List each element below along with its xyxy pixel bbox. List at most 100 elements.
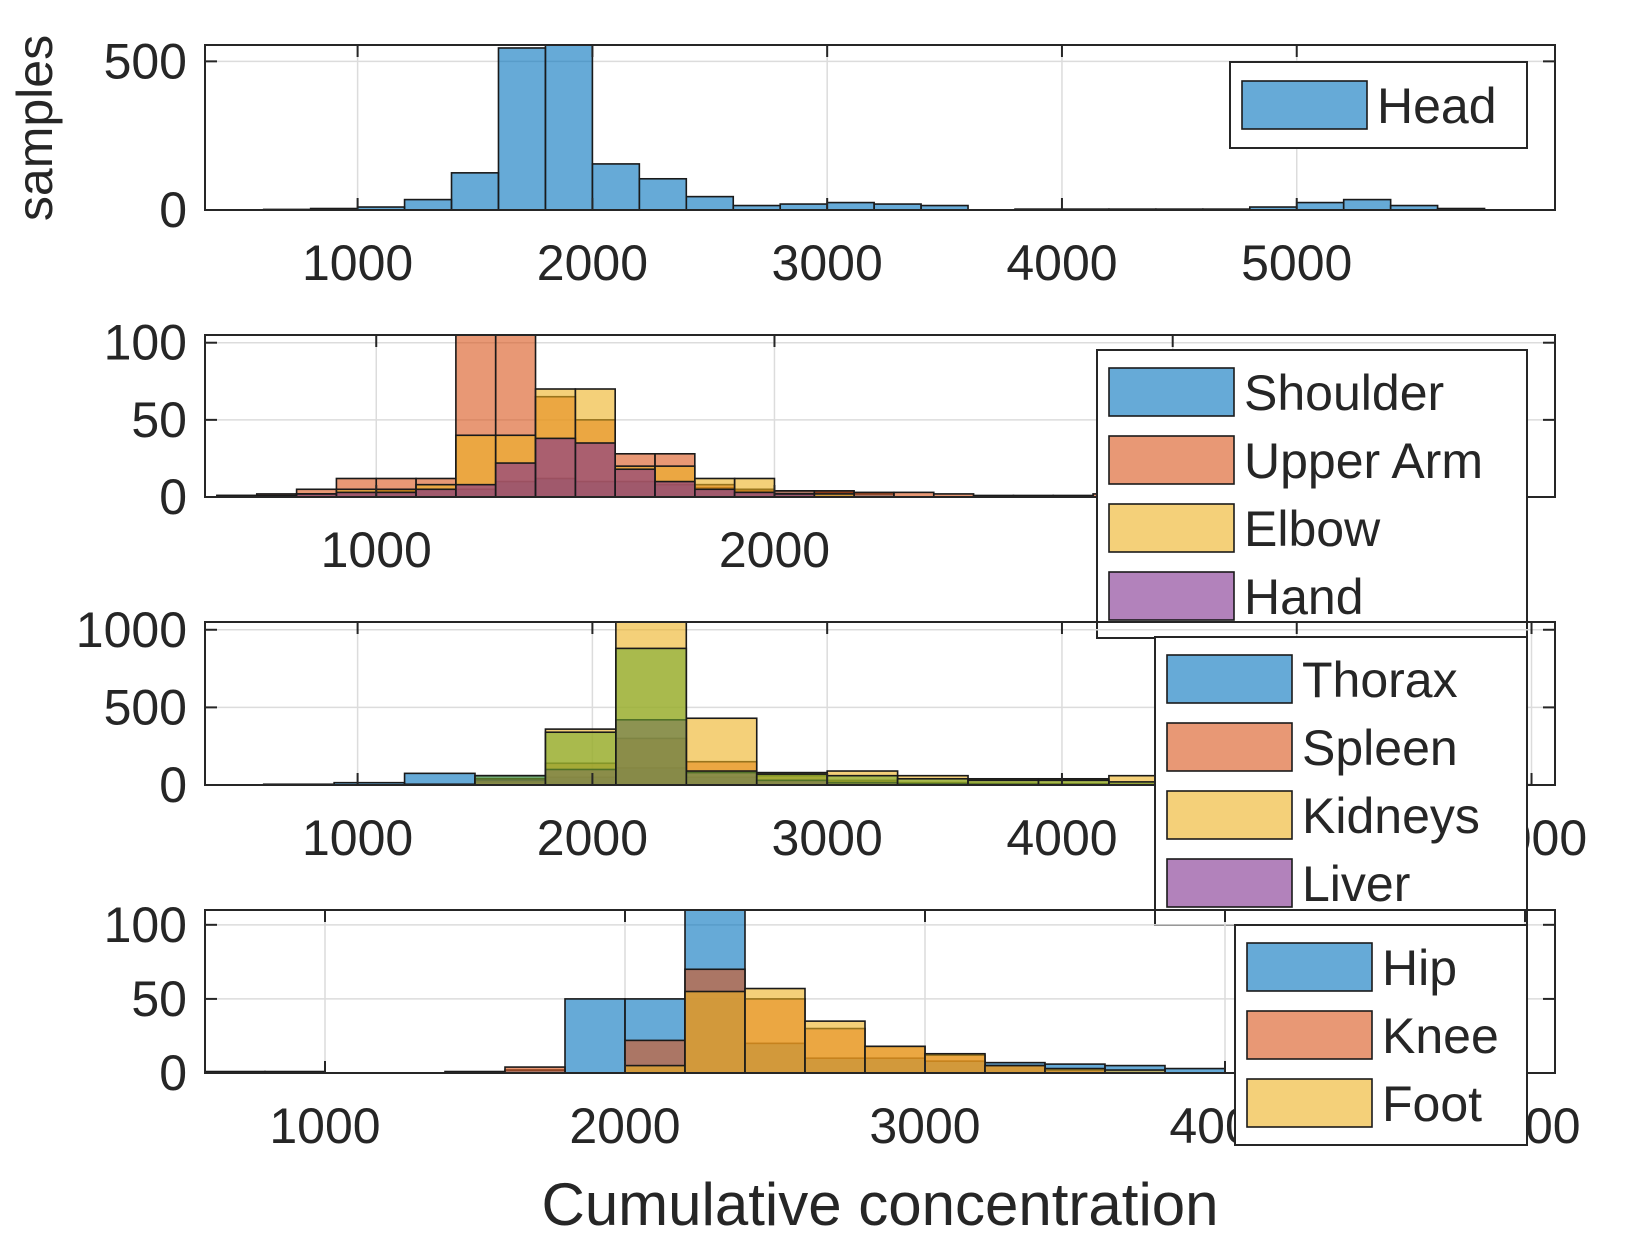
- bar-leg-series-2: [984, 1064, 1046, 1074]
- y-tick-label: 1000: [76, 602, 187, 658]
- panel-arm-axes-box: [204, 334, 1556, 498]
- bar-head-series-0: [638, 177, 688, 211]
- bar-arm-series-3: [534, 437, 577, 498]
- y-tick-label: 0: [159, 182, 187, 238]
- bar-torso-series-4: [474, 774, 547, 786]
- y-tick-label: 50: [131, 392, 187, 448]
- panel-head-y-axis-label: samples: [7, 35, 63, 221]
- legend-swatch: [1246, 1010, 1373, 1060]
- legend-swatch: [1166, 654, 1293, 704]
- legend-label: Liver: [1302, 856, 1410, 912]
- x-tick-label: 4000: [1006, 235, 1117, 291]
- legend-swatch: [1108, 367, 1235, 417]
- panel-head-axes-box: [204, 44, 1556, 211]
- legend-swatch: [1166, 790, 1293, 840]
- legend-swatch: [1108, 571, 1235, 621]
- bar-head-series-0: [826, 201, 875, 211]
- bar-torso-series-4: [826, 774, 899, 786]
- legend-label: Elbow: [1244, 501, 1381, 557]
- x-tick-label: 1000: [269, 1098, 380, 1154]
- bar-leg-series-2: [624, 1064, 686, 1074]
- panel-leg-axes-box: [204, 909, 1556, 1074]
- x-tick-label: 4000: [1006, 810, 1117, 866]
- legend-label: Foot: [1382, 1076, 1482, 1132]
- panel-leg-legend: Hip Knee Foot: [1234, 924, 1528, 1146]
- bar-arm-series-3: [614, 468, 656, 498]
- legend-swatch: [1166, 722, 1293, 772]
- legend-label: Upper Arm: [1244, 433, 1483, 489]
- legend-swatch: [1108, 503, 1235, 553]
- bar-leg-series-0: [564, 998, 626, 1074]
- x-tick-label: 2000: [719, 522, 830, 578]
- bar-head-series-0: [497, 47, 547, 211]
- x-tick-label: 3000: [772, 235, 883, 291]
- legend-label: Knee: [1382, 1008, 1499, 1064]
- bar-arm-series-3: [415, 488, 457, 498]
- bar-torso-series-0: [403, 772, 476, 786]
- panel-torso-axes-box: [204, 621, 1556, 786]
- legend-swatch: [1166, 858, 1293, 908]
- bar-torso-series-4: [544, 731, 617, 786]
- y-tick-label: 100: [104, 315, 187, 371]
- bar-leg-series-2: [684, 990, 746, 1074]
- bar-head-series-0: [1342, 198, 1392, 211]
- panel-arm-bars: [216, 334, 1134, 498]
- bar-head-series-0: [685, 195, 735, 211]
- bar-leg-series-2: [804, 1020, 866, 1074]
- y-tick-label: 0: [159, 1045, 187, 1101]
- y-tick-label: 0: [159, 757, 187, 813]
- bar-head-series-0: [1295, 201, 1345, 211]
- x-tick-label: 2000: [537, 810, 648, 866]
- legend-swatch: [1241, 80, 1368, 130]
- panel-arm-legend: Shoulder Upper Arm Elbow Hand: [1096, 349, 1528, 639]
- bar-head-series-0: [591, 163, 641, 211]
- bar-arm-series-3: [455, 483, 497, 498]
- bar-leg-series-2: [924, 1052, 986, 1074]
- panel-head-bars: [262, 44, 1486, 211]
- x-tick-label: 2000: [569, 1098, 680, 1154]
- panel-leg-bars: [204, 909, 1226, 1074]
- bar-arm-series-3: [694, 488, 736, 498]
- x-tick-label: 3000: [772, 810, 883, 866]
- legend-label: Spleen: [1302, 720, 1458, 776]
- legend-swatch: [1108, 435, 1235, 485]
- bar-arm-series-3: [494, 462, 537, 498]
- panel-head-legend: Head: [1229, 61, 1528, 149]
- panel-leg-x-axis-label: Cumulative concentration: [541, 1171, 1218, 1238]
- bar-leg-series-2: [864, 1045, 926, 1074]
- panel-torso: 10002000300040005000600005001000 ThoraxS…: [76, 602, 1587, 926]
- y-tick-label: 50: [131, 971, 187, 1027]
- y-tick-label: 500: [104, 679, 187, 735]
- legend-label: Kidneys: [1302, 788, 1480, 844]
- bar-torso-series-4: [615, 647, 688, 786]
- x-tick-label: 3000: [869, 1098, 980, 1154]
- y-tick-label: 100: [104, 897, 187, 953]
- y-tick-label: 500: [104, 33, 187, 89]
- bar-torso-series-4: [755, 773, 828, 786]
- panel-head: 1000 2000 3000 4000 5000 0 500 samples Head: [7, 33, 1556, 291]
- legend-label: Thorax: [1302, 652, 1458, 708]
- x-tick-label: 1000: [321, 522, 432, 578]
- x-tick-label: 5000: [1241, 235, 1352, 291]
- bar-arm-series-3: [574, 442, 616, 498]
- panel-torso-legend: Thorax Spleen Kidneys Liver: [1154, 636, 1528, 926]
- y-tick-label: 0: [159, 469, 187, 525]
- x-tick-label: 1000: [302, 235, 413, 291]
- bar-head-series-0: [450, 172, 500, 211]
- bar-torso-series-4: [685, 770, 758, 786]
- bar-arm-series-3: [654, 480, 696, 498]
- legend-label: Head: [1377, 78, 1497, 134]
- legend-label: Hand: [1244, 569, 1364, 625]
- panel-head-ticks: 1000 2000 3000 4000 5000 0 500: [104, 33, 1555, 291]
- x-tick-label: 1000: [302, 810, 413, 866]
- legend-label: Shoulder: [1244, 365, 1444, 421]
- bar-head-series-0: [544, 44, 594, 211]
- legend-swatch: [1246, 1078, 1373, 1128]
- bar-leg-series-2: [744, 987, 806, 1074]
- legend-label: Hip: [1382, 940, 1457, 996]
- bar-head-series-0: [403, 198, 453, 211]
- x-tick-label: 2000: [537, 235, 648, 291]
